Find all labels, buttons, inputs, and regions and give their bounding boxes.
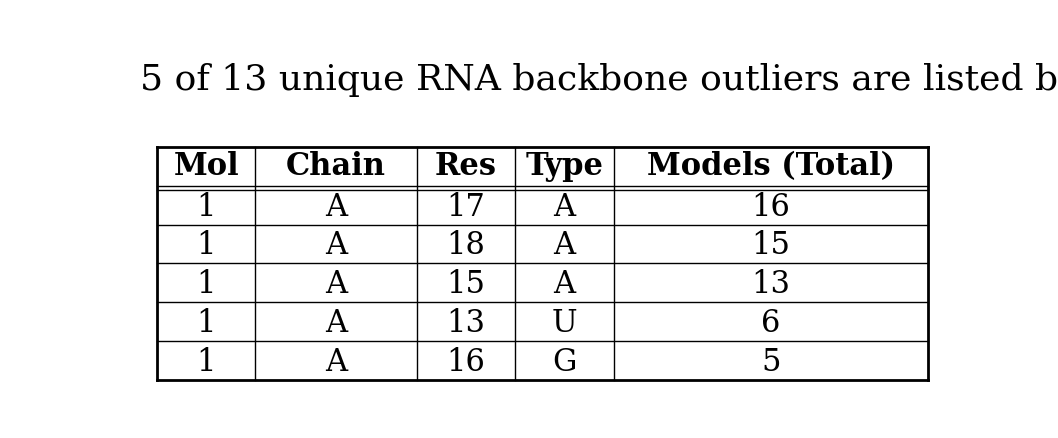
Text: 1: 1 [197,308,216,339]
Text: A: A [325,192,347,223]
Text: G: G [552,347,577,378]
Text: 17: 17 [446,192,486,223]
Text: 13: 13 [751,269,790,300]
Text: 1: 1 [197,347,216,378]
Text: 1: 1 [197,230,216,261]
Text: A: A [325,269,347,300]
Text: A: A [325,230,347,261]
Text: Mol: Mol [174,151,239,182]
Text: 6: 6 [761,308,781,339]
Text: A: A [553,230,576,261]
Text: A: A [553,192,576,223]
Text: 18: 18 [446,230,486,261]
Text: A: A [325,308,347,339]
Text: 1: 1 [197,269,216,300]
Text: Res: Res [435,151,497,182]
Text: 1: 1 [197,192,216,223]
Text: A: A [553,269,576,300]
Text: 5 of 13 unique RNA backbone outliers are listed below:: 5 of 13 unique RNA backbone outliers are… [141,63,1058,97]
Text: A: A [325,347,347,378]
Text: 16: 16 [446,347,486,378]
Text: 15: 15 [446,269,486,300]
Text: Type: Type [526,151,604,182]
Text: Chain: Chain [286,151,386,182]
Text: 5: 5 [761,347,781,378]
Text: Models (Total): Models (Total) [646,151,895,182]
Text: 15: 15 [751,230,790,261]
Text: 13: 13 [446,308,486,339]
Text: U: U [552,308,578,339]
Text: 16: 16 [751,192,790,223]
